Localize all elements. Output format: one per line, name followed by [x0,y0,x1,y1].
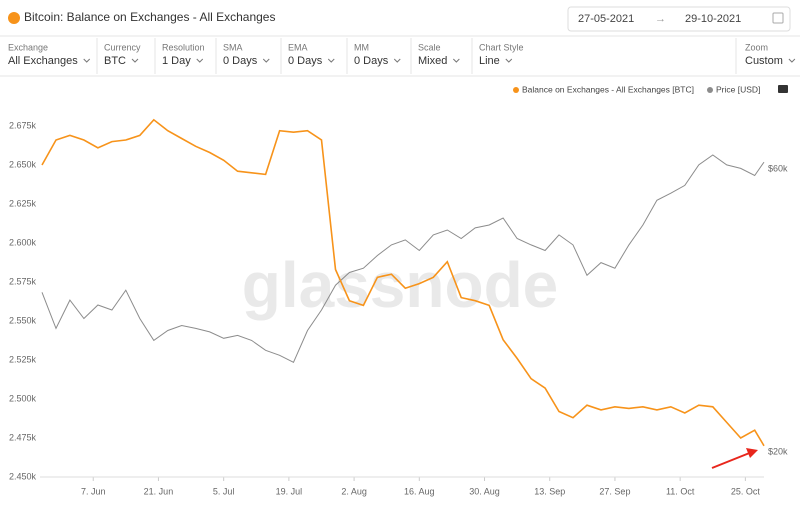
dropdown-caret [327,58,335,63]
y-tick-label: 2.625k [9,198,37,208]
legend: Balance on Exchanges - All Exchanges [BT… [513,84,760,94]
watermark: glassnode [242,249,559,321]
legend-swatch [707,87,713,93]
control-value[interactable]: 1 Day [162,55,191,67]
y2-tick-label: $20k [768,447,788,457]
y-tick-label: 2.450k [9,471,37,481]
control-value[interactable]: Custom [745,55,783,67]
series-line [41,118,765,447]
control-value[interactable]: 0 Days [288,55,323,67]
y-tick-label: 2.500k [9,393,37,403]
date-arrow: → [655,13,666,25]
y-tick-label: 2.575k [9,276,37,286]
control-label: Scale [418,42,441,52]
date-range[interactable] [567,6,791,32]
dropdown-caret [262,58,270,63]
x-tick-label: 30. Aug [469,486,500,496]
dropdown-caret [505,58,513,63]
control-label: Resolution [162,42,205,52]
y-tick-label: 2.675k [9,120,37,130]
x-tick-label: 19. Jul [276,486,303,496]
control-value[interactable]: All Exchanges [8,55,78,67]
controls: Exchange All Exchanges Currency BTC Resoluti… [8,38,796,74]
legend-swatch [513,87,519,93]
control-value[interactable]: BTC [104,55,126,67]
dropdown-caret [788,58,796,63]
control-value[interactable]: Line [479,55,500,67]
y2-tick-label: $60k [768,164,788,174]
date-from[interactable]: 27-05-2021 [578,13,634,25]
dropdown-caret [393,58,401,63]
control-label: SMA [223,42,243,52]
plot: 2.450k 2.475k 2.500k 2.525k 2.550k 2.575k 2.60… [9,118,788,496]
control-value[interactable]: 0 Days [223,55,258,67]
control-label: Chart Style [479,42,524,52]
annotation-arrowhead [746,448,758,458]
x-tick-label: 21. Jun [144,486,174,496]
bitcoin-icon [8,12,20,24]
calendar-icon[interactable] [772,12,784,24]
x-tick-label: 5. Jul [213,486,235,496]
x-tick-label: 27. Sep [599,486,630,496]
x-tick-label: 7. Jun [81,486,106,496]
annotation-arrow [711,451,753,469]
dropdown-caret [83,58,91,63]
control-value[interactable]: Mixed [418,55,447,67]
legend-label[interactable]: Price [USD] [716,84,760,94]
control-label: Currency [104,42,141,52]
x-tick-label: 16. Aug [404,486,435,496]
x-tick-label: 25. Oct [731,486,761,496]
dropdown-caret [131,58,139,63]
x-tick-label: 11. Oct [666,486,695,496]
chart-title: Bitcoin: Balance on Exchanges - All Exch… [24,10,275,24]
y-tick-label: 2.650k [9,159,37,169]
y-tick-label: 2.525k [9,354,37,364]
control-label: EMA [288,42,308,52]
x-tick-label: 13. Sep [534,486,565,496]
control-label: Zoom [745,42,768,52]
legend-label[interactable]: Balance on Exchanges - All Exchanges [BT… [522,84,694,94]
camera-icon[interactable] [778,85,788,93]
series-line [41,154,765,363]
dropdown-caret [452,58,460,63]
date-to[interactable]: 29-10-2021 [685,13,741,25]
y-tick-label: 2.550k [9,315,37,325]
control-label: MM [354,42,369,52]
x-tick-label: 2. Aug [341,486,367,496]
dropdown-caret [196,58,204,63]
control-label: Exchange [8,42,48,52]
y-tick-label: 2.475k [9,432,37,442]
control-value[interactable]: 0 Days [354,55,389,67]
y-tick-label: 2.600k [9,237,37,247]
